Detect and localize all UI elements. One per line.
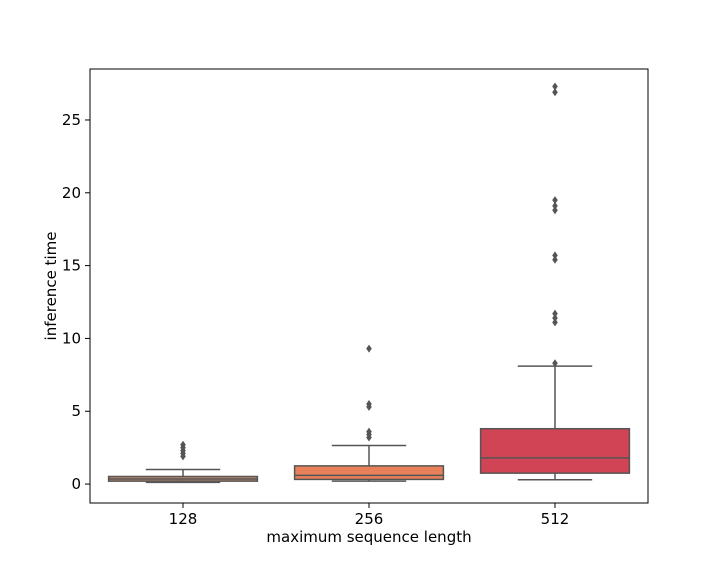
y-tick-label: 25: [62, 111, 81, 129]
outlier-point: [366, 399, 372, 408]
box-body: [293, 465, 445, 481]
x-tick-label: 512: [541, 510, 570, 528]
outlier-point: [366, 344, 372, 353]
y-tick-label: 5: [71, 402, 81, 420]
box-body: [479, 427, 631, 474]
x-axis-label: maximum sequence length: [266, 528, 471, 546]
outlier-point: [552, 251, 558, 260]
outlier-point: [552, 314, 558, 323]
x-tick-label: 128: [169, 510, 198, 528]
y-tick-label: 10: [62, 329, 81, 347]
outlier-point: [552, 255, 558, 264]
y-axis-label: inference time: [42, 232, 60, 341]
boxes-layer: [107, 82, 631, 484]
y-tick-label: 15: [62, 257, 81, 275]
outlier-point: [552, 88, 558, 97]
outlier-point: [552, 206, 558, 215]
x-tick-label: 256: [355, 510, 384, 528]
y-tick-label: 20: [62, 184, 81, 202]
y-axis: 0 5 10 15 20 25: [62, 111, 90, 493]
outlier-point: [552, 309, 558, 318]
x-axis: 128 256 512: [169, 503, 570, 528]
box-128: [107, 440, 259, 484]
y-tick-label: 0: [71, 475, 81, 493]
outlier-point: [180, 440, 186, 449]
outlier-point: [552, 318, 558, 327]
outlier-point: [552, 82, 558, 91]
outlier-point: [552, 359, 558, 368]
outlier-point: [552, 201, 558, 210]
box-512: [479, 82, 631, 481]
outlier-point: [552, 196, 558, 205]
outlier-point: [366, 427, 372, 436]
box-256: [293, 344, 445, 482]
